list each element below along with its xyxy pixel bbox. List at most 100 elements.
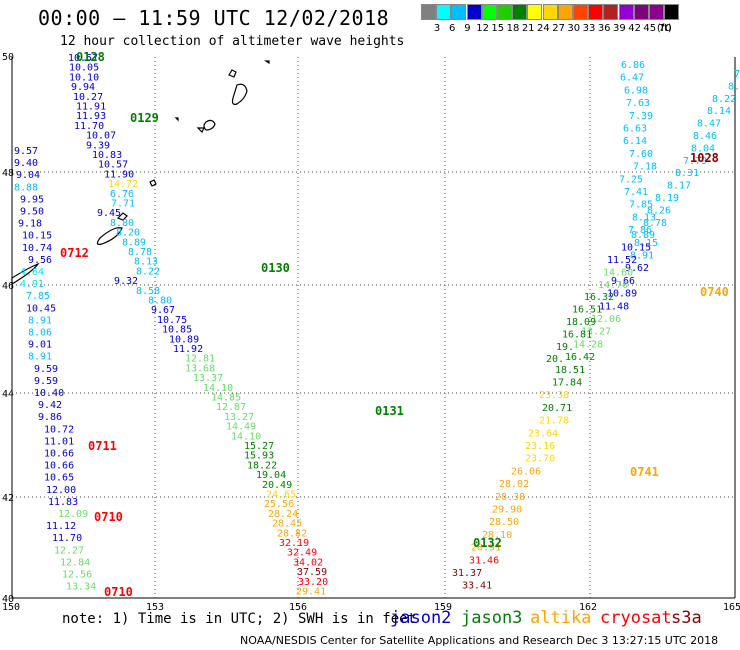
wave-height-label: 12.09 bbox=[58, 509, 88, 520]
wave-height-label: 11.83 bbox=[48, 497, 78, 508]
wave-height-label: 23.16 bbox=[525, 441, 555, 452]
wave-height-label: 8.88 bbox=[14, 182, 38, 193]
wave-height-label: 7.85 bbox=[26, 291, 50, 302]
colorbar-tick-label: 21 bbox=[521, 23, 535, 34]
wave-height-label: 28.91 bbox=[471, 543, 501, 554]
wave-height-label: 7.86 bbox=[628, 225, 652, 236]
colorbar-swatch bbox=[618, 4, 634, 20]
wave-height-label: 8.47 bbox=[697, 119, 721, 130]
wave-height-label: 13.68 bbox=[185, 363, 215, 374]
wave-height-label: 10.65 bbox=[44, 473, 74, 484]
wave-height-label: 37.59 bbox=[297, 567, 327, 578]
colorbar-swatch bbox=[512, 4, 528, 20]
wave-height-label: 14.85 bbox=[211, 393, 241, 404]
wave-height-label: 10.66 bbox=[44, 461, 74, 472]
wave-height-label: 8.14 bbox=[707, 106, 731, 117]
wave-height-labels: 10.5710.0510.109.9410.2711.9111.9311.701… bbox=[14, 53, 740, 598]
wave-height-label: 7.73 bbox=[734, 69, 740, 80]
wave-height-label: 8.17 bbox=[667, 181, 691, 192]
island-outline bbox=[116, 212, 128, 221]
colorbar-swatch bbox=[527, 4, 543, 20]
colorbar-swatch bbox=[664, 4, 680, 20]
wave-height-label: 9.50 bbox=[20, 207, 44, 218]
wave-height-label: 26.06 bbox=[511, 466, 541, 477]
island-outline bbox=[264, 60, 270, 65]
wave-height-label: 13.27 bbox=[224, 412, 254, 423]
wave-height-label: 12.87 bbox=[216, 402, 246, 413]
coastline-islands bbox=[11, 60, 270, 286]
chart-title: 00:00 – 11:59 UTC 12/02/2018 bbox=[38, 6, 390, 30]
wave-height-label: 20.71 bbox=[542, 403, 572, 414]
wave-height-label: 10.74 bbox=[22, 243, 52, 254]
wave-height-label: 28.10 bbox=[482, 530, 512, 541]
colorbar-tick-label: 42 bbox=[628, 23, 641, 34]
wave-height-label: 9.32 bbox=[114, 276, 138, 287]
wave-height-label: 8.13 bbox=[134, 257, 158, 268]
wave-height-label: 7.71 bbox=[111, 199, 135, 210]
wave-height-label: 33.20 bbox=[298, 577, 328, 588]
wave-height-label: 6.63 bbox=[623, 124, 647, 135]
wave-height-label: 12.84 bbox=[60, 557, 90, 568]
wave-height-label: 6.47 bbox=[620, 73, 644, 84]
wave-height-label: 7.60 bbox=[629, 149, 653, 160]
wave-height-label: 28.45 bbox=[272, 519, 302, 530]
wave-height-label: 14.10 bbox=[231, 431, 261, 442]
y-tick-label: 40 bbox=[2, 594, 14, 605]
y-tick-label: 44 bbox=[2, 389, 14, 400]
legend-item-jason3: jason3 bbox=[461, 608, 523, 628]
wave-height-label: 7.25 bbox=[619, 174, 643, 185]
wave-height-label: 7.79 bbox=[683, 156, 707, 167]
wave-height-label: 18.09 bbox=[566, 317, 596, 328]
wave-height-label: 13.27 bbox=[581, 327, 611, 338]
x-tick-label: 156 bbox=[289, 602, 307, 613]
wave-height-label: 23.70 bbox=[525, 454, 555, 465]
wave-height-label: 28.24 bbox=[268, 509, 298, 520]
wave-height-label: 9.57 bbox=[14, 146, 38, 157]
wave-height-label: 21.78 bbox=[539, 416, 569, 427]
wave-height-label: 10.85 bbox=[162, 325, 192, 336]
wave-height-label: 12.06 bbox=[591, 314, 621, 325]
wave-height-label: 7.85 bbox=[629, 200, 653, 211]
wave-height-label: 14.49 bbox=[226, 422, 256, 433]
wave-height-label: 9.04 bbox=[16, 170, 40, 181]
x-tick-label: 165 bbox=[723, 602, 740, 613]
colorbar-swatch bbox=[466, 4, 482, 20]
wave-height-label: 18.22 bbox=[247, 460, 277, 471]
credit-line: NOAA/NESDIS Center for Satellite Applica… bbox=[240, 634, 719, 647]
wave-height-label: 10.40 bbox=[34, 388, 64, 399]
x-tick-label: 150 bbox=[2, 602, 20, 613]
wave-height-label: 20. bbox=[546, 354, 564, 365]
wave-height-label: 8.46 bbox=[693, 131, 717, 142]
legend-item-s3a: s3a bbox=[671, 608, 702, 628]
wave-height-label: 9.95 bbox=[20, 194, 44, 205]
colorbar-tick-label: 9 bbox=[464, 23, 471, 34]
wave-height-label: 9.42 bbox=[38, 400, 62, 411]
wave-height-label: 8.78 bbox=[128, 247, 152, 258]
wave-height-label: 4.64 bbox=[20, 267, 44, 278]
time-stamp-label: 0129 bbox=[130, 111, 159, 125]
wave-height-label: 8.91 bbox=[630, 251, 654, 262]
wave-height-label: 9.59 bbox=[34, 376, 58, 387]
colorbar-tick-label: 24 bbox=[537, 23, 550, 34]
wave-height-label: 19.04 bbox=[256, 470, 286, 481]
wave-height-label: 11.01 bbox=[44, 436, 74, 447]
wave-height-label: 9.86 bbox=[38, 412, 62, 423]
wave-height-label: 32.19 bbox=[279, 538, 309, 549]
wave-height-label: 9.18 bbox=[18, 219, 42, 230]
wave-height-label: 16.42 bbox=[565, 352, 595, 363]
wave-height-label: 9.67 bbox=[151, 305, 175, 316]
wave-height-label: 6.86 bbox=[621, 60, 645, 71]
wave-height-label: 29.90 bbox=[492, 505, 522, 516]
colorbar-swatch bbox=[481, 4, 497, 20]
wave-height-label: 15.93 bbox=[244, 451, 274, 462]
wave-height-label: 9.45 bbox=[97, 208, 121, 219]
colorbar-swatch bbox=[588, 4, 604, 20]
island-outline bbox=[228, 69, 237, 78]
wave-height-label: 10.07 bbox=[86, 131, 116, 142]
wave-height-label: 15.27 bbox=[244, 441, 274, 452]
wave-height-label: 8.06 bbox=[28, 328, 52, 339]
colorbar-tick-label: 15 bbox=[491, 23, 505, 34]
wave-height-label: 20.49 bbox=[262, 480, 292, 491]
wave-height-label: 6.14 bbox=[623, 136, 647, 147]
